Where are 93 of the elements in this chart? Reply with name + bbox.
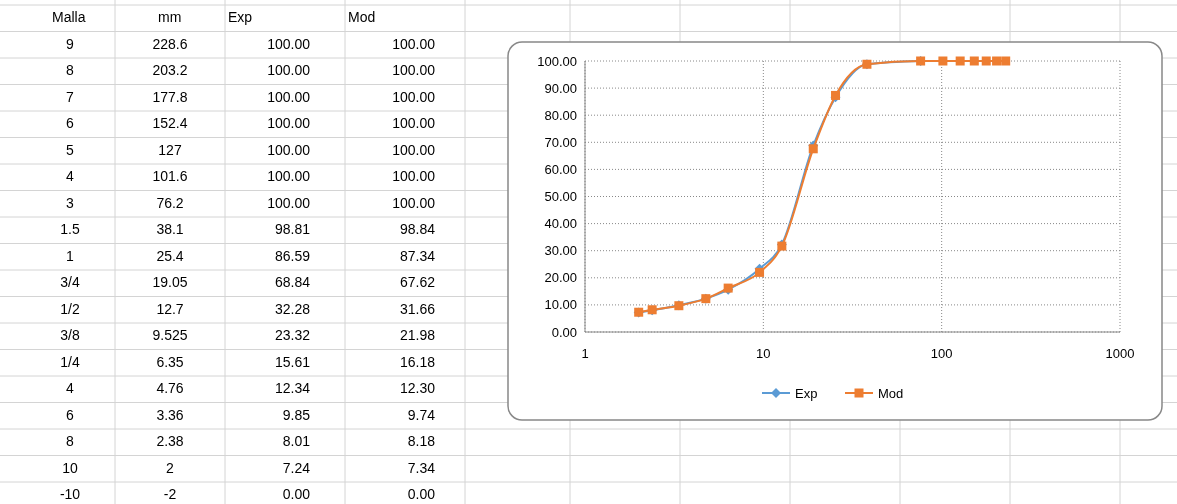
- text: -2: [163, 486, 177, 502]
- text: 76.2: [156, 194, 184, 211]
- y-tick-label: 100.00: [537, 53, 577, 69]
- text: 32.28: [274, 300, 311, 317]
- text: 100.00: [267, 115, 311, 131]
- text: 100.00: [392, 115, 436, 131]
- text: 68.84: [274, 274, 311, 290]
- text: 0.00: [282, 486, 311, 502]
- text: 100.00: [392, 168, 436, 184]
- x-tick-label: 1: [581, 346, 589, 361]
- text: 1/4: [60, 353, 80, 370]
- y-tick-label: 90.00: [544, 80, 577, 96]
- text: 7.24: [282, 459, 311, 476]
- text: Malla: [52, 9, 86, 25]
- text: 87.34: [399, 247, 436, 264]
- text: 9.85: [282, 406, 311, 423]
- text: -10: [59, 486, 81, 502]
- text: 100.00: [392, 141, 436, 158]
- text: 7: [66, 88, 75, 105]
- text: 3: [66, 194, 75, 211]
- text: 8.18: [407, 433, 436, 449]
- y-tick-label: 40.00: [544, 216, 577, 232]
- text: 1.5: [60, 221, 80, 237]
- text: 6: [66, 406, 75, 423]
- text: Mod: [348, 9, 376, 25]
- text: 100.00: [267, 62, 311, 78]
- text: 23.32: [274, 327, 311, 343]
- y-tick-label: 70.00: [544, 134, 577, 150]
- text: 100.00: [267, 168, 311, 184]
- text: 25.4: [156, 247, 184, 264]
- text: 6.35: [156, 353, 184, 370]
- y-tick-label: 80.00: [544, 107, 577, 123]
- text: 4: [66, 168, 75, 184]
- text: 100.00: [392, 62, 436, 78]
- text: 67.62: [399, 274, 436, 290]
- text: 0.00: [407, 486, 436, 502]
- text: 31.66: [399, 300, 436, 317]
- y-tick-label: 20.00: [544, 270, 577, 286]
- y-tick-label: 60.00: [544, 161, 577, 177]
- text: 100.00: [267, 141, 311, 158]
- text: 100.00: [267, 88, 311, 105]
- text: 177.8: [152, 88, 188, 105]
- text: 98.81: [274, 221, 311, 237]
- text: 38.1: [156, 221, 184, 237]
- text: 9: [66, 35, 75, 52]
- y-tick-label: 30.00: [544, 243, 577, 259]
- text: 10: [62, 459, 78, 476]
- text: 2: [166, 459, 175, 476]
- legend-label: Mod: [878, 386, 904, 401]
- text: 152.4: [152, 115, 188, 131]
- text: 4: [66, 380, 75, 396]
- text: 6: [66, 115, 75, 131]
- text: 12.30: [399, 380, 436, 396]
- text: 5: [66, 141, 75, 158]
- text: 21.98: [399, 327, 436, 343]
- text: 15.61: [274, 353, 311, 370]
- text: 3/8: [60, 327, 80, 343]
- text: 100.00: [392, 35, 436, 52]
- text: 203.2: [152, 62, 188, 78]
- text: 9.525: [152, 327, 188, 343]
- text: 2.38: [156, 433, 184, 449]
- x-tick-label: 1000: [1105, 346, 1135, 361]
- text: 12.7: [156, 300, 184, 317]
- text: 19.05: [152, 274, 188, 290]
- text: mm: [158, 9, 182, 25]
- text: 8: [66, 62, 75, 78]
- text: 4.76: [156, 380, 184, 396]
- text: 12.34: [274, 380, 311, 396]
- text: 100.00: [267, 35, 311, 52]
- x-tick-label: 10: [756, 346, 771, 361]
- y-tick-label: 10.00: [544, 297, 577, 313]
- text: 100.00: [392, 194, 436, 211]
- text: 8: [66, 433, 75, 449]
- text: 7.34: [407, 459, 436, 476]
- text: 86.59: [274, 247, 311, 264]
- text: Exp: [228, 9, 253, 25]
- text: 1: [66, 247, 75, 264]
- legend-label: Exp: [795, 386, 818, 401]
- text: 8.01: [282, 433, 311, 449]
- y-tick-label: 0.00: [551, 324, 577, 340]
- text: 9.74: [407, 406, 436, 423]
- y-tick-label: 50.00: [544, 189, 577, 204]
- text: 127: [158, 141, 182, 158]
- x-tick-label: 100: [930, 346, 953, 361]
- text: 3/4: [60, 274, 80, 290]
- text: 100.00: [267, 194, 311, 211]
- text: 3.36: [156, 406, 184, 423]
- text: 100.00: [392, 88, 436, 105]
- text: 16.18: [399, 353, 436, 370]
- text: 98.84: [399, 221, 436, 237]
- text: 228.6: [152, 35, 188, 52]
- text: 1/2: [60, 300, 80, 317]
- text: 101.6: [152, 168, 188, 184]
